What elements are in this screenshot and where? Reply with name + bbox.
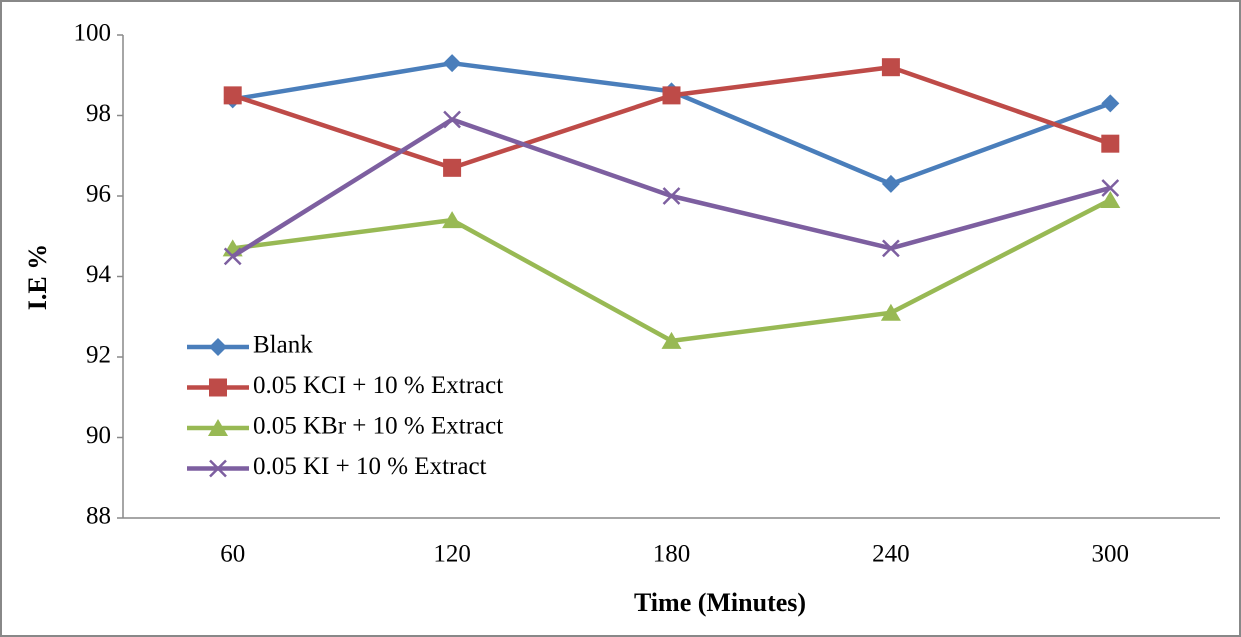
- x-axis-title: Time (Minutes): [634, 588, 806, 617]
- y-tick-label: 94: [86, 261, 112, 288]
- marker: [442, 211, 463, 229]
- marker: [209, 338, 227, 356]
- marker: [1101, 134, 1120, 153]
- y-tick-label: 100: [74, 20, 112, 47]
- marker: [881, 58, 900, 77]
- marker: [880, 303, 901, 321]
- marker: [443, 158, 462, 177]
- y-tick-label: 88: [86, 503, 111, 530]
- legend-label: 0.05 KI + 10 % Extract: [253, 453, 487, 480]
- marker: [443, 110, 461, 129]
- marker: [661, 331, 682, 349]
- marker: [209, 378, 227, 397]
- legend-label: Blank: [253, 332, 313, 359]
- marker: [1101, 94, 1120, 113]
- legend-label: 0.05 KCI + 10 % Extract: [253, 372, 503, 399]
- marker: [1101, 179, 1120, 197]
- marker: [882, 239, 900, 258]
- y-tick-label: 92: [86, 342, 111, 369]
- x-tick-label: 120: [433, 541, 471, 568]
- y-tick-label: 98: [86, 100, 111, 127]
- marker: [662, 187, 681, 205]
- marker: [208, 419, 228, 436]
- x-tick-label: 60: [220, 541, 245, 568]
- y-tick-label: 90: [86, 422, 111, 449]
- marker: [443, 54, 462, 73]
- x-tick-label: 180: [653, 541, 691, 568]
- x-tick-label: 240: [872, 541, 910, 568]
- marker: [223, 247, 242, 266]
- marker: [881, 174, 900, 193]
- y-tick-label: 96: [86, 181, 111, 208]
- x-tick-label: 300: [1092, 541, 1130, 568]
- marker: [209, 459, 227, 478]
- legend-label: 0.05 KBr + 10 % Extract: [253, 413, 503, 440]
- y-axis-title: I.E %: [23, 244, 52, 310]
- marker: [1100, 191, 1121, 209]
- marker: [662, 86, 681, 105]
- marker: [223, 86, 242, 105]
